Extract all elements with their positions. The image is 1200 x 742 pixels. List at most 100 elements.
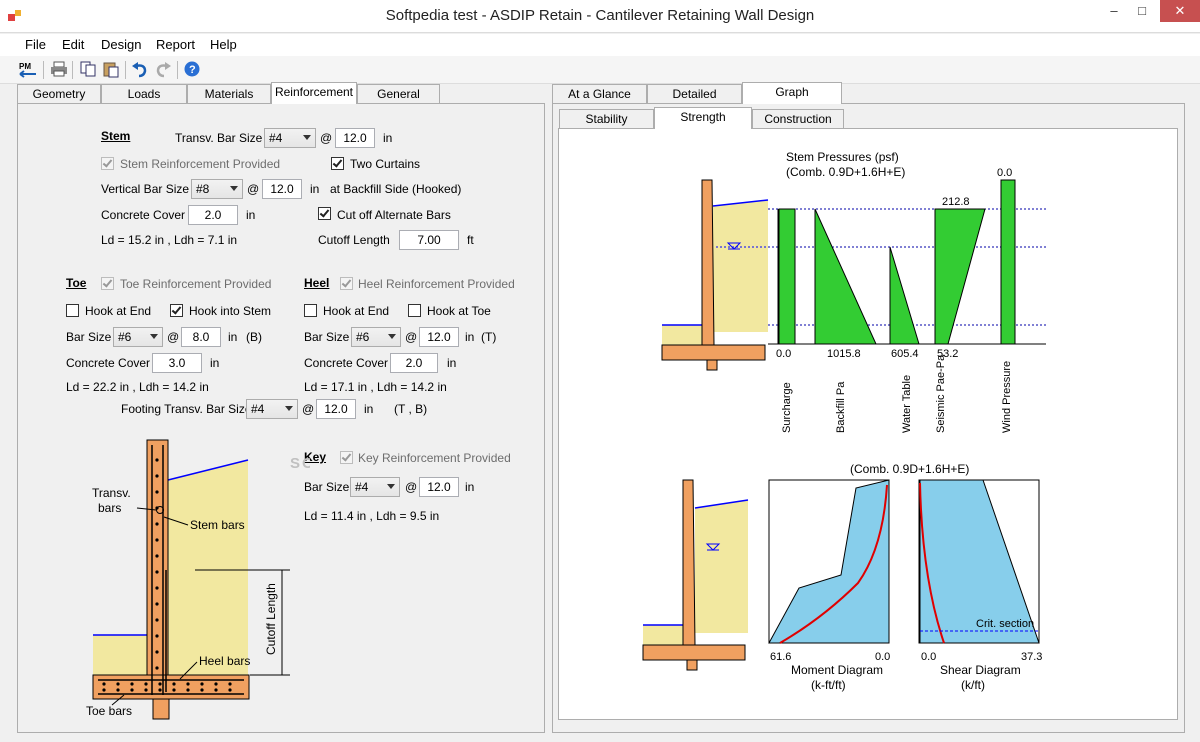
help-icon: ? [184, 61, 200, 77]
wind-bar [1000, 179, 1016, 345]
print-button[interactable] [50, 60, 70, 80]
rebar-dot [116, 688, 120, 692]
close-button[interactable]: ✕ [1160, 0, 1200, 22]
key [152, 698, 170, 720]
lower-backfill [695, 500, 748, 633]
heel-provided-checkbox[interactable] [340, 277, 353, 290]
rebar-dot [172, 682, 176, 686]
rebar-dot [155, 586, 159, 590]
backfill-label: Backfill Pa [835, 381, 847, 433]
rebar-dot [155, 602, 159, 606]
toe-bars-label: Toe bars [86, 704, 132, 718]
heel-hook-end-checkbox[interactable] [304, 304, 317, 317]
toe-provided-checkbox[interactable] [101, 277, 114, 290]
key-bar-select[interactable]: #4 [350, 477, 400, 497]
stem-ld-text: Ld = 15.2 in , Ldh = 7.1 in [101, 233, 238, 247]
tab-materials[interactable]: Materials [187, 84, 271, 104]
toe-hook-end-checkbox[interactable] [66, 304, 79, 317]
toe-cover-input[interactable]: 3.0 [152, 353, 202, 373]
menu-edit[interactable]: Edit [62, 37, 85, 52]
tab-construction[interactable]: Construction [752, 109, 844, 129]
lower-backfill-surface [694, 499, 749, 509]
stem-transv-bar-select[interactable]: #4 [264, 128, 316, 148]
tab-detailed[interactable]: Detailed [647, 84, 742, 104]
two-curtains-checkbox[interactable] [331, 157, 344, 170]
key-provided-checkbox[interactable] [340, 451, 353, 464]
toe-hook-stem-checkbox[interactable] [170, 304, 183, 317]
toe-spacing-input[interactable]: 8.0 [181, 327, 221, 347]
toe-bar-label: Bar Size [66, 330, 112, 344]
transv-bars-label: bars [98, 501, 121, 515]
toe-hook-stem-label: Hook into Stem [189, 304, 272, 318]
stem-transv-spacing-input[interactable]: 12.0 [335, 128, 375, 148]
rebar-dot [155, 634, 159, 638]
cutoff-alternate-label: Cut off Alternate Bars [337, 208, 451, 222]
paste-button[interactable] [102, 60, 122, 80]
pm-button[interactable]: PM [18, 60, 38, 80]
stem-provided-checkbox[interactable] [101, 157, 114, 170]
minimize-button[interactable]: – [1110, 3, 1118, 18]
svg-text:?: ? [189, 64, 196, 76]
vertical-bar-label: Vertical Bar Size [101, 182, 190, 196]
water-table-label: Water Table [901, 375, 913, 433]
undo-button[interactable] [131, 60, 151, 80]
menu-design[interactable]: Design [101, 37, 142, 52]
tab-strength[interactable]: Strength [654, 107, 752, 129]
two-curtains-label: Two Curtains [350, 157, 421, 171]
toe-heading: Toe [66, 276, 87, 290]
heel-ld-text: Ld = 17.1 in , Ldh = 14.2 in [304, 380, 447, 394]
lower-water-symbol [705, 543, 721, 551]
tab-reinforcement[interactable]: Reinforcement [271, 82, 357, 104]
tab-geometry[interactable]: Geometry [17, 84, 101, 104]
redo-button[interactable] [154, 60, 174, 80]
stem-cover-input[interactable]: 2.0 [188, 205, 238, 225]
maximize-button[interactable]: □ [1138, 3, 1146, 18]
printer-icon [51, 61, 67, 77]
tab-at-a-glance[interactable]: At a Glance [552, 84, 647, 104]
unit-in: in [465, 330, 475, 344]
copy-button[interactable] [79, 60, 99, 80]
footing-spacing-input[interactable]: 12.0 [316, 399, 356, 419]
upper-footing [661, 344, 766, 361]
menu-file[interactable]: File [25, 37, 46, 52]
cutoff-alternate-checkbox[interactable] [318, 207, 331, 220]
rebar-dot [102, 682, 106, 686]
critical-section-label: Crit. section [976, 618, 1034, 630]
water-pressure [889, 246, 920, 345]
rebar-dot [130, 682, 134, 686]
menu-help[interactable]: Help [210, 37, 237, 52]
tab-loads[interactable]: Loads [101, 84, 187, 104]
title-bar: Softpedia test - ASDIP Retain - Cantilev… [0, 0, 1200, 33]
help-button[interactable]: ? [183, 60, 203, 80]
tab-stability[interactable]: Stability [559, 109, 654, 129]
at-symbol: @ [247, 182, 260, 196]
heel-cover-input[interactable]: 2.0 [390, 353, 438, 373]
footing-bar-select[interactable]: #4 [246, 399, 298, 419]
vertical-spacing-input[interactable]: 12.0 [262, 179, 302, 199]
tab-graph[interactable]: Graph [742, 82, 842, 104]
seismic-bottom-value: 53.2 [937, 348, 958, 360]
surcharge-label: Surcharge [781, 382, 793, 433]
heel-spacing-input[interactable]: 12.0 [419, 327, 459, 347]
cutoff-length-input[interactable]: 7.00 [399, 230, 459, 250]
toe-suffix: (B) [246, 330, 262, 344]
key-spacing-input[interactable]: 12.0 [419, 477, 459, 497]
at-symbol: @ [320, 131, 333, 145]
toe-bars-leader [111, 694, 125, 706]
stem-transv-label: Transv. Bar Size [175, 131, 263, 145]
heel-hook-toe-checkbox[interactable] [408, 304, 421, 317]
reinforcement-diagram: Transv. bars Stem bars Heel bars Toe bar… [86, 439, 310, 720]
moment-diagram [768, 479, 890, 644]
toolbar: PM ? [0, 56, 1200, 84]
heel-hook-toe-label: Hook at Toe [427, 304, 491, 318]
lower-toe-soil [643, 625, 683, 645]
rebar-dot [186, 682, 190, 686]
copy-icon [80, 61, 96, 77]
tab-general[interactable]: General [357, 84, 440, 104]
heel-bar-select[interactable]: #6 [351, 327, 401, 347]
menu-report[interactable]: Report [156, 37, 196, 52]
vertical-bar-select[interactable]: #8 [191, 179, 243, 199]
toe-bar-select[interactable]: #6 [113, 327, 163, 347]
pressure-title: Stem Pressures (psf) [786, 150, 899, 164]
shear-left-value: 0.0 [921, 651, 936, 663]
